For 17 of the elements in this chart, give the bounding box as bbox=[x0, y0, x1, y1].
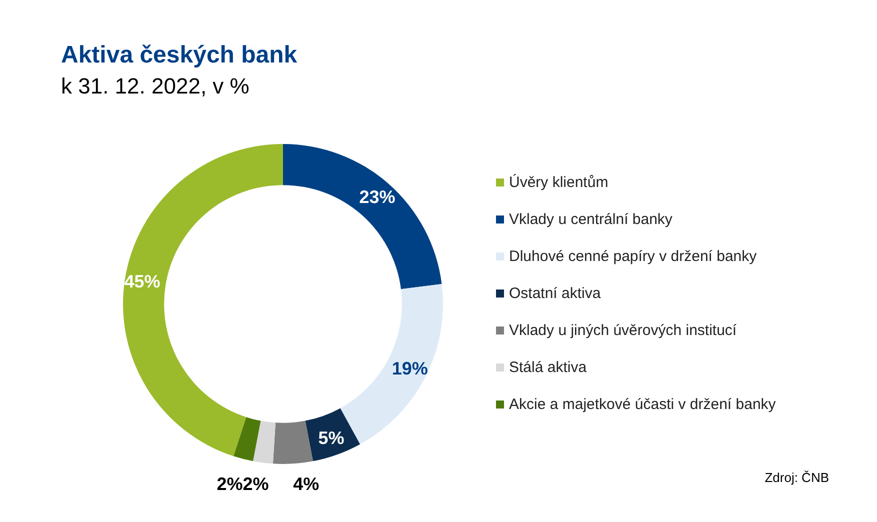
legend-label: Akcie a majetkové účasti v držení banky bbox=[509, 396, 776, 413]
chart-subtitle: k 31. 12. 2022, v % bbox=[61, 74, 250, 98]
data-label: 4% bbox=[293, 474, 320, 494]
legend-label: Úvěry klientům bbox=[509, 173, 608, 191]
text: Zdroj: ČNB bbox=[764, 470, 830, 485]
legend-label: Stálá aktiva bbox=[509, 359, 588, 376]
data-label: 19% bbox=[392, 358, 428, 379]
legend-label: Vklady u jiných úvěrových institucí bbox=[509, 322, 738, 339]
legend-label: Vklady u centrální banky bbox=[509, 211, 673, 228]
chart-title: Aktiva českých bank bbox=[61, 42, 298, 68]
data-label: 23% bbox=[359, 187, 396, 208]
legend-label: Ostatní aktiva bbox=[509, 285, 602, 302]
data-label: 2% bbox=[242, 474, 269, 494]
data-label: 2% bbox=[216, 474, 243, 494]
data-label: 5% bbox=[318, 428, 344, 448]
legend-label: Dluhové cenné papíry v držení banky bbox=[509, 248, 758, 265]
data-label: 45% bbox=[124, 272, 160, 292]
